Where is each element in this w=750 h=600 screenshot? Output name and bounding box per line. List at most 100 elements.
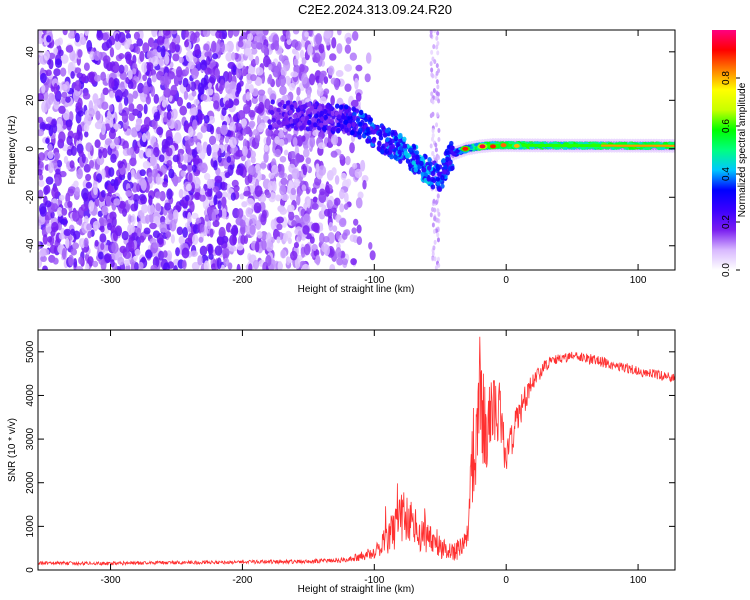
noise-blob (254, 55, 260, 66)
noise-blob (110, 259, 115, 268)
noise-blob (169, 219, 177, 232)
noise-blob (221, 107, 227, 117)
noise-blob (344, 64, 353, 72)
noise-blob (255, 66, 264, 76)
noise-blob (40, 255, 47, 263)
ridge-blob (377, 146, 382, 152)
ridge-blob (352, 115, 357, 121)
noise-blob (256, 231, 263, 239)
noise-blob (250, 74, 257, 82)
noise-blob (279, 207, 288, 215)
noise-blob (158, 250, 165, 261)
noise-blob (46, 35, 52, 43)
noise-blob (95, 110, 101, 121)
noise-blob (287, 237, 292, 245)
noise-blob (431, 222, 435, 228)
ridge-blob (443, 164, 448, 170)
noise-blob (108, 167, 115, 177)
ridge-blob (435, 166, 441, 172)
noise-blob (333, 197, 341, 206)
noise-blob (59, 67, 67, 77)
noise-blob (356, 236, 363, 246)
noise-blob (212, 151, 219, 162)
noise-blob (63, 228, 72, 237)
noise-blob (292, 30, 300, 35)
noise-blob (265, 254, 272, 267)
ridge-blob (405, 158, 411, 164)
noise-blob (170, 234, 175, 244)
noise-blob (216, 126, 222, 135)
noise-blob (147, 203, 155, 215)
noise-blob (248, 53, 254, 61)
noise-blob (187, 225, 192, 233)
noise-blob (430, 49, 434, 55)
noise-blob (248, 129, 253, 137)
noise-blob (435, 79, 439, 85)
noise-blob (230, 192, 236, 201)
ridge-blob (336, 127, 341, 133)
noise-blob (364, 73, 371, 83)
noise-blob (281, 193, 290, 201)
noise-blob (190, 32, 198, 44)
noise-blob (94, 239, 99, 247)
ridge-blob (420, 156, 425, 162)
ridge-blob (319, 110, 325, 116)
noise-blob (165, 147, 173, 157)
noise-blob (315, 254, 321, 266)
noise-blob (138, 262, 144, 270)
noise-blob (78, 150, 84, 157)
noise-blob (211, 143, 220, 153)
ridge-blob (354, 108, 360, 114)
ridge-blob (393, 154, 398, 160)
ridge-blob (276, 119, 282, 125)
noise-blob (43, 50, 50, 61)
noise-blob (92, 260, 99, 268)
noise-blob (87, 107, 95, 118)
noise-blob (258, 194, 267, 203)
noise-blob (42, 234, 48, 245)
noise-blob (336, 43, 343, 54)
noise-blob (337, 30, 342, 36)
ridge-blob (411, 155, 417, 161)
noise-blob (229, 234, 237, 246)
noise-blob (235, 66, 242, 79)
noise-blob (83, 215, 89, 224)
noise-blob (291, 168, 300, 180)
noise-blob (228, 245, 237, 252)
noise-blob (233, 98, 240, 106)
noise-blob (185, 183, 192, 192)
noise-blob (277, 260, 283, 270)
noise-blob (266, 136, 272, 146)
ridge-blob (430, 184, 436, 190)
noise-blob (85, 173, 92, 181)
noise-blob (219, 42, 225, 53)
y-tick-label: -20 (25, 190, 36, 205)
noise-blob (299, 49, 305, 59)
noise-blob (76, 168, 83, 180)
noise-blob (166, 188, 173, 200)
noise-blob (225, 52, 233, 62)
noise-blob (74, 80, 82, 92)
noise-blob (368, 242, 373, 250)
ridge-blob (289, 104, 294, 110)
noise-blob (171, 108, 178, 120)
noise-blob (276, 216, 284, 224)
noise-blob (101, 168, 106, 180)
ridge-blob (390, 143, 396, 150)
noise-blob (170, 30, 178, 35)
noise-blob (87, 256, 94, 267)
noise-blob (273, 40, 280, 51)
noise-blob (191, 212, 199, 220)
noise-blob (293, 178, 301, 187)
noise-blob (193, 98, 200, 106)
noise-blob (117, 160, 124, 169)
noise-blob (341, 232, 348, 240)
noise-blob (255, 220, 262, 230)
noise-blob (221, 191, 228, 198)
noise-blob (151, 74, 157, 83)
noise-blob (317, 142, 326, 150)
noise-blob (431, 128, 435, 134)
ridge-blob (403, 150, 409, 156)
noise-blob (348, 166, 357, 178)
noise-blob (113, 123, 121, 130)
